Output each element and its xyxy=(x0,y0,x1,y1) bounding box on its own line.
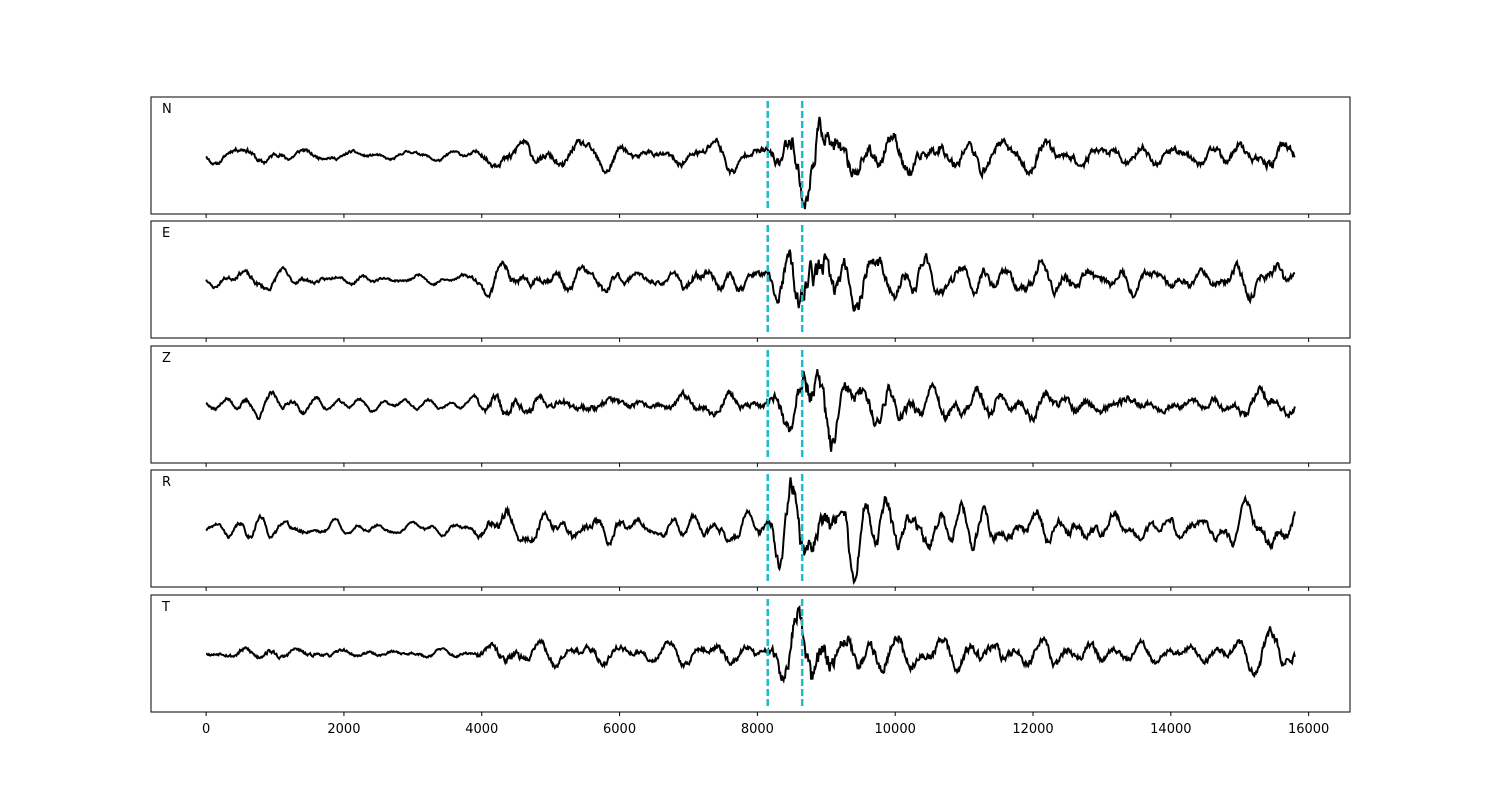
waveform-N xyxy=(205,116,1296,210)
channel-label: Z xyxy=(162,351,171,366)
x-tick-label: 4000 xyxy=(465,722,498,737)
x-tick-label: 8000 xyxy=(741,722,774,737)
waveform-Z xyxy=(205,369,1296,452)
channel-label: T xyxy=(161,600,170,615)
subplot-Z: Z xyxy=(150,345,1351,467)
waveform-E xyxy=(205,249,1296,312)
subplot-R: R xyxy=(150,469,1351,591)
subplot-frame xyxy=(150,220,1351,339)
x-tick-label: 10000 xyxy=(875,722,916,737)
channel-label: E xyxy=(162,226,170,241)
x-tick-label: 0 xyxy=(202,722,210,737)
subplot-N: N xyxy=(150,96,1351,218)
x-tick-label: 12000 xyxy=(1012,722,1053,737)
x-tick-label: 2000 xyxy=(327,722,360,737)
subplot-frame xyxy=(150,594,1351,713)
subplot-E: E xyxy=(150,220,1351,342)
subplot-frame xyxy=(150,345,1351,464)
subplot-frame xyxy=(150,469,1351,588)
x-tick-label: 14000 xyxy=(1150,722,1191,737)
waveform-R xyxy=(205,477,1296,586)
subplot-T: T xyxy=(150,594,1351,716)
waveform-T xyxy=(205,605,1296,684)
x-axis: 0 2000 4000 6000 8000 10000 12000 14000 16000 xyxy=(202,722,1329,737)
channel-label: R xyxy=(162,475,171,490)
subplot-panels: N E Z R T xyxy=(150,96,1351,716)
x-tick-label: 16000 xyxy=(1288,722,1329,737)
subplot-frame xyxy=(150,96,1351,215)
channel-label: N xyxy=(162,102,172,117)
x-tick-label: 6000 xyxy=(603,722,636,737)
